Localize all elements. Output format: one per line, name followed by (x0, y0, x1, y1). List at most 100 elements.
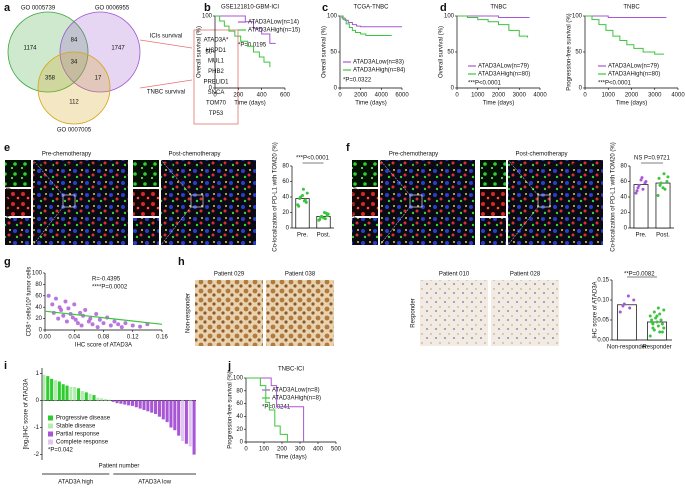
data-point (301, 193, 304, 197)
data-point (108, 323, 113, 328)
panel-label: a (4, 2, 11, 14)
x-tick-label: 0 (583, 93, 587, 99)
data-point (116, 322, 121, 327)
legend-label: ATAD3ALow(n=83) (353, 60, 404, 66)
group-label: Responder (411, 298, 417, 327)
data-point (73, 317, 78, 322)
data-point (318, 217, 322, 221)
data-point (666, 175, 670, 179)
bar (154, 400, 158, 414)
bar (69, 386, 73, 401)
legend-label: ATAD3AHigh(n=8) (272, 396, 321, 402)
x-tick-label: 400 (313, 447, 324, 453)
data-point (655, 320, 659, 324)
bar (138, 400, 142, 409)
channel-label: TOM20 (538, 164, 559, 170)
x-tick-label: 0.00 (39, 335, 51, 341)
y-tick-label: 0 (334, 86, 338, 92)
bar (107, 399, 111, 401)
bar (146, 400, 150, 412)
channel-label: DAPI (436, 164, 450, 170)
y-tick-label: 0.15 (597, 278, 609, 284)
data-point (56, 316, 61, 321)
channel-label: TOM20 (410, 164, 431, 170)
x-tick-label: Post. (656, 233, 670, 239)
bar (103, 399, 108, 401)
channel-label: PD-L1 (384, 164, 402, 170)
x-tick-label: 200 (277, 447, 288, 453)
micro-tile (133, 218, 159, 245)
bar (169, 400, 173, 428)
data-point (639, 178, 643, 182)
channel-label: TOM20 (63, 164, 84, 170)
zoom-line (32, 159, 64, 196)
bar (127, 400, 131, 406)
y-tick-label: 1 (36, 371, 40, 377)
data-point (123, 321, 128, 326)
x-tick-label: 1000 (602, 93, 616, 99)
data-point (660, 322, 664, 326)
x-tick-label: 300 (295, 447, 306, 453)
panel-label: i (4, 360, 7, 372)
x-tick-label: 6000 (395, 93, 409, 99)
x-tick-label: 4000 (375, 93, 389, 99)
x-tick-label: 0 (338, 93, 342, 99)
annotation: *P=0.0241 (262, 405, 291, 411)
data-point (628, 306, 632, 310)
bar (617, 304, 637, 341)
x-tick-label: 0 (244, 447, 248, 453)
arrow-label: ICIs survival (150, 34, 183, 40)
y-axis-label: Co-localization of PD-L1 with TOM20 (%) (611, 142, 617, 252)
bar (46, 376, 50, 401)
ihc-image (195, 280, 263, 346)
condition-label: Pre-chemotherapy (42, 152, 91, 158)
data-point (658, 330, 662, 334)
x-axis-label: Time (days) (355, 101, 386, 107)
y-tick-label: 40 (620, 195, 627, 201)
ihc-image (420, 280, 488, 346)
data-point (648, 334, 652, 338)
x-tick-label: Pre. (635, 233, 646, 239)
y-tick-label: 50 (447, 50, 454, 56)
bar (53, 380, 58, 401)
y-axis-label: Overall survival (%) (197, 26, 203, 78)
bar (161, 400, 165, 420)
zoom-box (537, 194, 551, 208)
y-tick-label: 100 (32, 271, 43, 277)
y-tick-label: 20 (35, 316, 42, 322)
micro-tile (5, 218, 31, 245)
zoom-line (507, 206, 539, 246)
y-tick-label: 50 (330, 50, 337, 56)
y-tick-label: 40 (35, 305, 42, 311)
zoom-line (160, 159, 192, 196)
x-tick-label: 1000 (471, 93, 485, 99)
bar (655, 182, 671, 229)
bar (180, 400, 185, 442)
data-point (635, 189, 639, 193)
arrow (139, 39, 193, 49)
survival-curve (457, 15, 529, 38)
data-point (659, 318, 663, 322)
arrow-label: TNBC survival (147, 90, 185, 96)
data-point (665, 180, 669, 183)
x-tick-label: 0.16 (156, 335, 168, 341)
micro-image (161, 160, 256, 245)
legend-label: Progressive disease (56, 416, 111, 422)
data-point (59, 308, 64, 313)
legend-swatch (48, 423, 53, 429)
gene: MUL1 (208, 59, 225, 65)
micro-image (508, 160, 603, 245)
bar (184, 400, 188, 444)
bar (173, 400, 177, 431)
x-tick-label: 200 (233, 93, 244, 99)
venn-set (59, 11, 141, 93)
venn-count: 358 (45, 76, 56, 82)
y-tick-label: 100 (572, 14, 583, 20)
y-tick-label: 100 (233, 376, 244, 382)
legend-label: ATAD3AHigh(n=80) (478, 72, 530, 78)
y-tick-label: 0 (36, 398, 40, 404)
patient-label: Patient 038 (285, 272, 316, 278)
y-axis-label: Co-localization of PD-L1 with TOM20 (%) (273, 142, 279, 252)
bar (84, 392, 88, 401)
ihc-image (266, 280, 334, 346)
